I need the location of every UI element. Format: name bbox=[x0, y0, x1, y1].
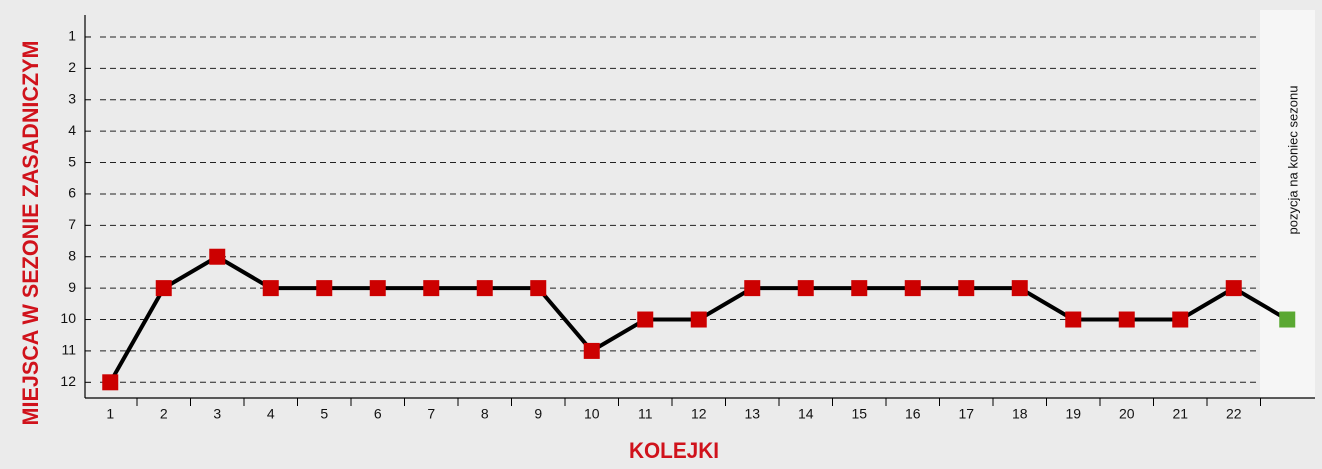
y-tick-label: 4 bbox=[68, 122, 76, 138]
y-tick-label: 3 bbox=[68, 90, 76, 106]
x-tick-label: 5 bbox=[320, 406, 328, 422]
y-tick-label: 10 bbox=[60, 310, 76, 326]
marker bbox=[316, 280, 333, 297]
x-tick-label: 6 bbox=[374, 406, 382, 422]
marker bbox=[369, 280, 386, 297]
marker bbox=[1225, 280, 1242, 297]
marker bbox=[1011, 280, 1028, 297]
x-tick-label: 9 bbox=[534, 406, 542, 422]
marker bbox=[262, 280, 279, 297]
marker bbox=[744, 280, 761, 297]
x-axis-label: KOLEJKI bbox=[629, 438, 719, 463]
y-tick-label: 12 bbox=[60, 373, 76, 389]
x-tick-label: 11 bbox=[638, 406, 653, 422]
marker bbox=[476, 280, 493, 297]
marker bbox=[851, 280, 868, 297]
y-tick-label: 5 bbox=[68, 153, 76, 169]
x-tick-label: 21 bbox=[1172, 406, 1188, 422]
y-tick-label: 9 bbox=[68, 279, 76, 295]
y-tick-label: 2 bbox=[68, 59, 76, 75]
marker bbox=[958, 280, 975, 297]
y-tick-label: 11 bbox=[61, 342, 76, 358]
marker bbox=[1279, 311, 1296, 328]
x-tick-label: 7 bbox=[427, 406, 435, 422]
marker bbox=[530, 280, 547, 297]
x-tick-label: 3 bbox=[213, 406, 221, 422]
marker bbox=[637, 311, 654, 328]
x-tick-label: 13 bbox=[744, 406, 760, 422]
x-tick-label: 20 bbox=[1119, 406, 1135, 422]
marker bbox=[1118, 311, 1135, 328]
x-tick-label: 15 bbox=[851, 406, 867, 422]
marker bbox=[209, 248, 226, 265]
x-tick-label: 10 bbox=[584, 406, 600, 422]
x-tick-label: 22 bbox=[1226, 406, 1242, 422]
marker bbox=[1065, 311, 1082, 328]
x-tick-label: 2 bbox=[160, 406, 168, 422]
x-tick-label: 1 bbox=[106, 406, 114, 422]
marker bbox=[155, 280, 172, 297]
x-tick-label: 14 bbox=[798, 406, 814, 422]
side-note: pozycja na koniec sezonu bbox=[1285, 86, 1300, 235]
y-axis-label: MIEJSCA W SEZONIE ZASADNICZYM bbox=[18, 41, 43, 426]
x-tick-label: 4 bbox=[267, 406, 275, 422]
marker bbox=[583, 342, 600, 359]
side-panel bbox=[1260, 10, 1315, 398]
x-tick-label: 16 bbox=[905, 406, 921, 422]
y-tick-label: 1 bbox=[68, 28, 76, 44]
marker bbox=[423, 280, 440, 297]
marker bbox=[102, 374, 119, 391]
y-tick-label: 6 bbox=[68, 185, 76, 201]
x-tick-label: 19 bbox=[1065, 406, 1081, 422]
x-tick-label: 12 bbox=[691, 406, 707, 422]
marker bbox=[690, 311, 707, 328]
x-tick-label: 18 bbox=[1012, 406, 1028, 422]
x-tick-label: 17 bbox=[958, 406, 974, 422]
x-tick-label: 8 bbox=[481, 406, 489, 422]
marker bbox=[1172, 311, 1189, 328]
y-tick-label: 7 bbox=[68, 216, 76, 232]
marker bbox=[797, 280, 814, 297]
y-tick-label: 8 bbox=[68, 247, 76, 263]
marker bbox=[904, 280, 921, 297]
